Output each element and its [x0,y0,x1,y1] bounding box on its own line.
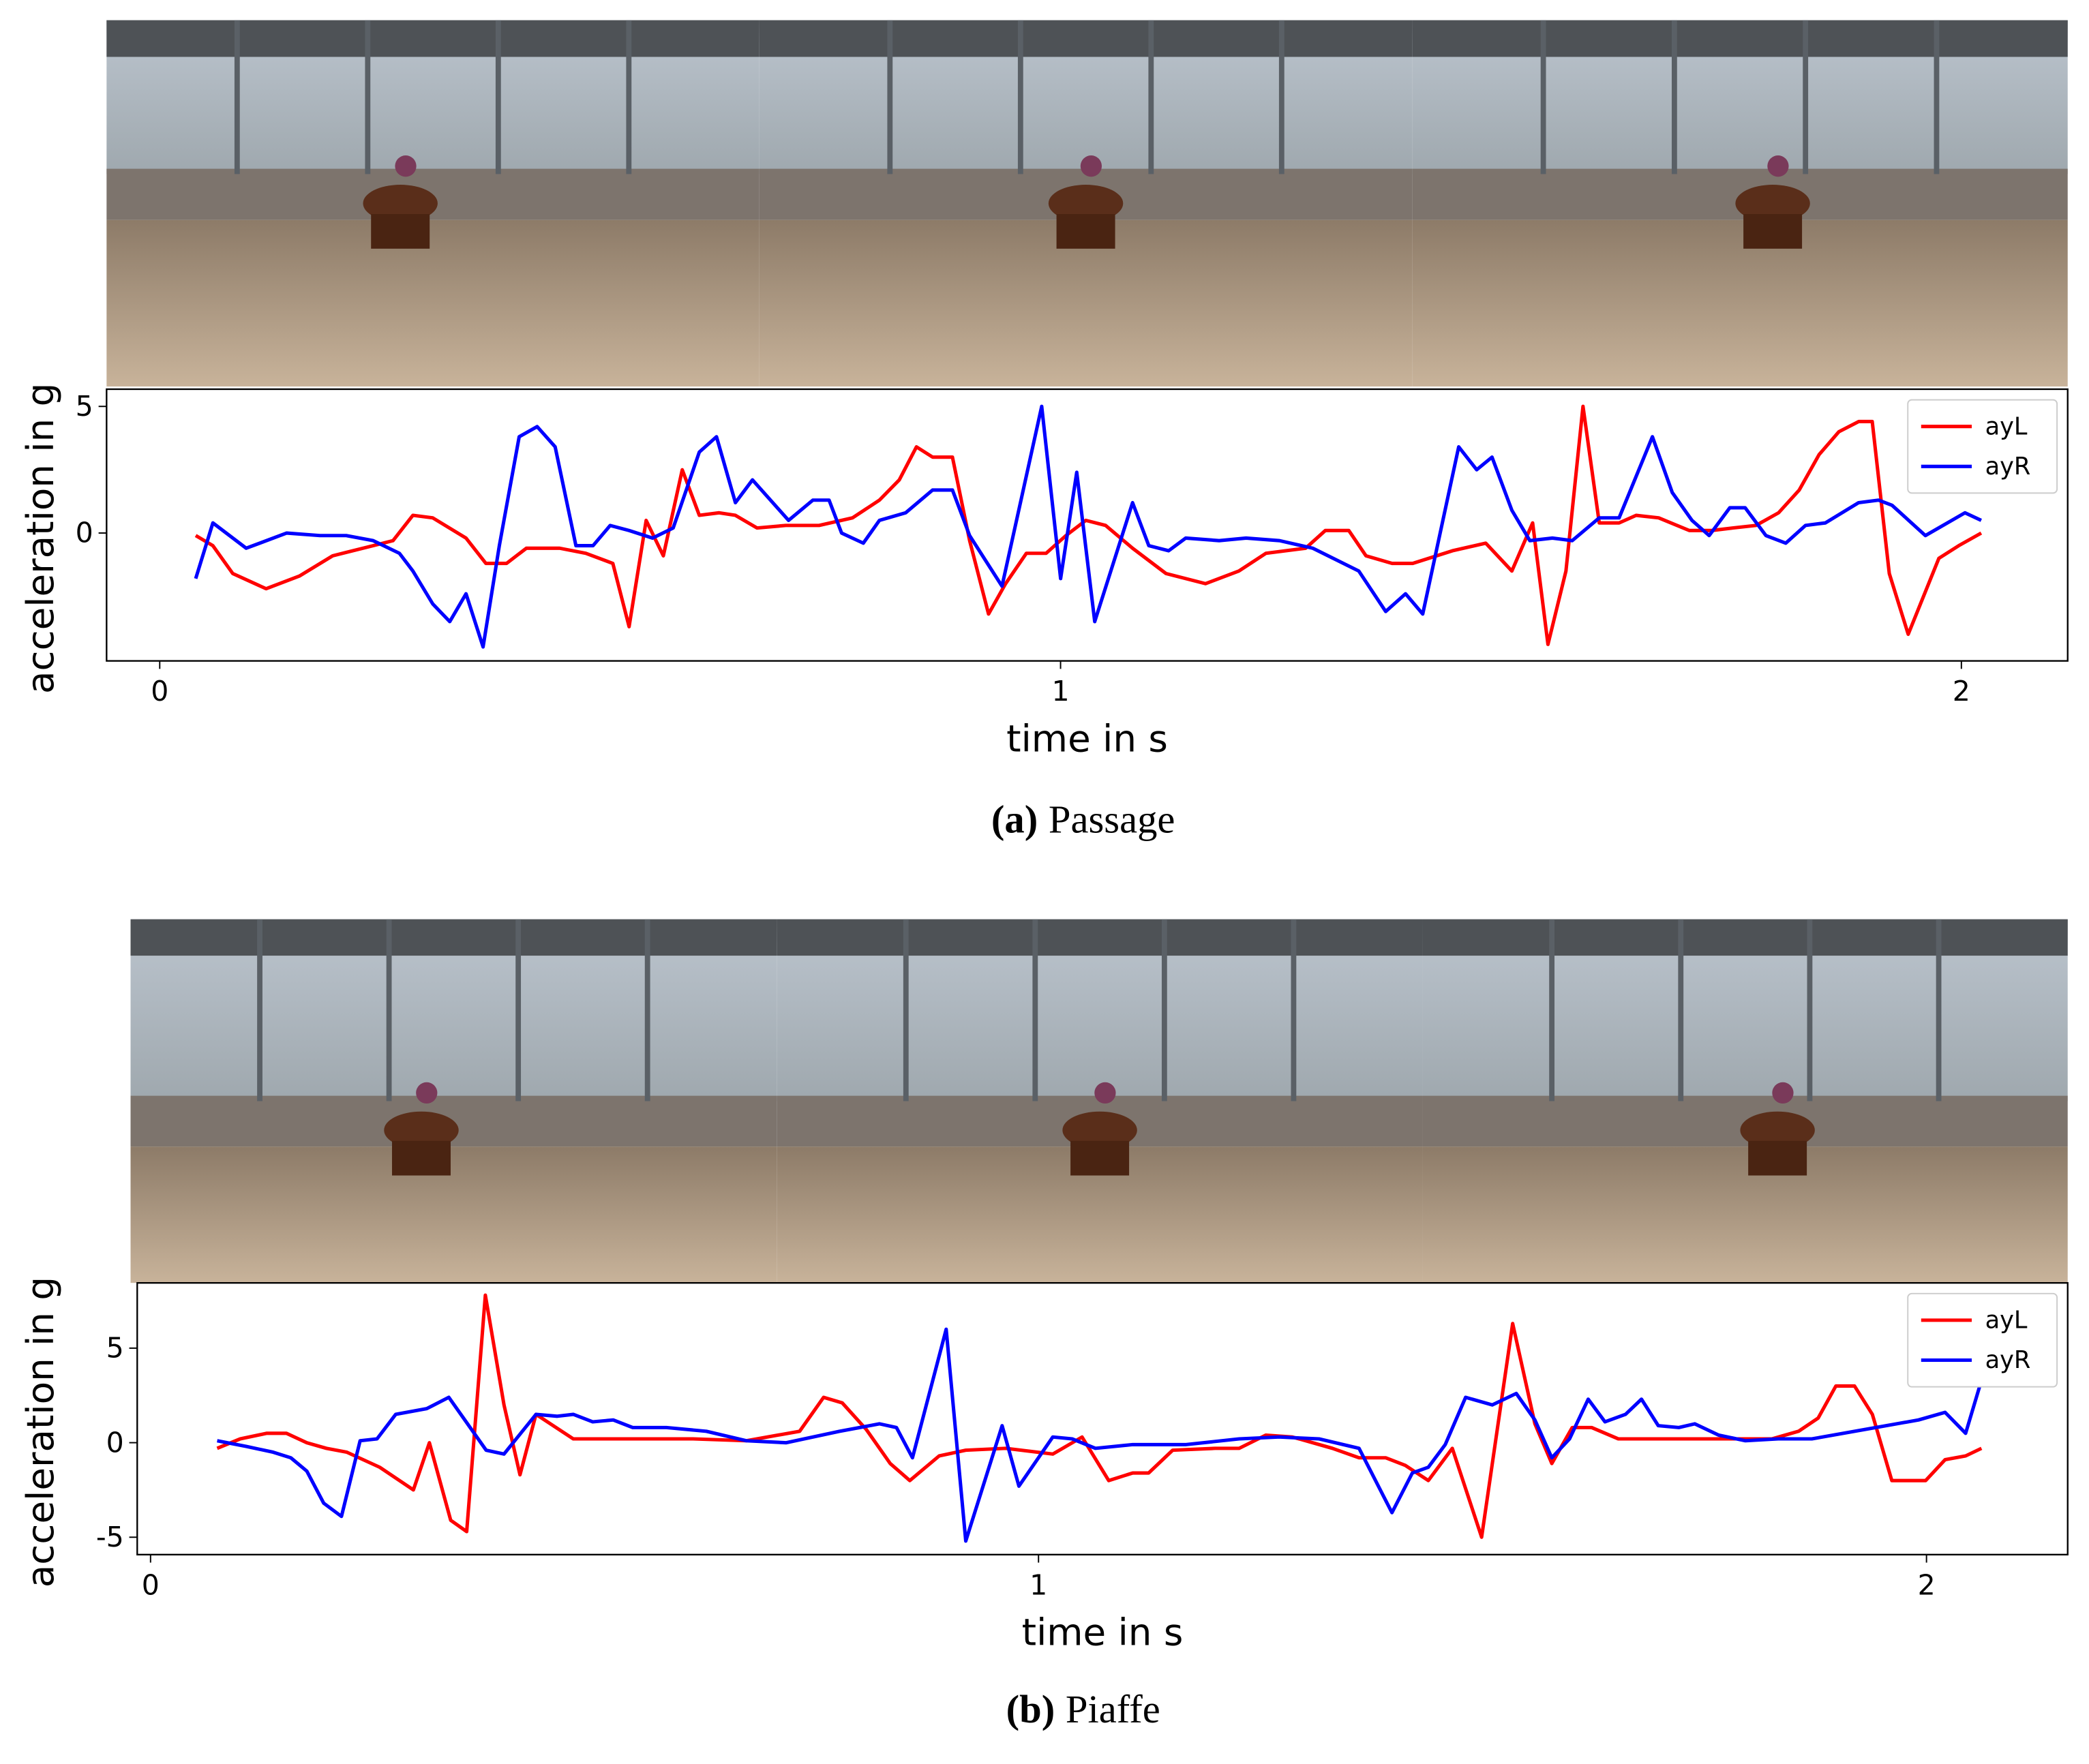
photo-roof [1422,919,2068,956]
x-tick-label: 0 [142,1568,160,1601]
x-axis-label: time in s [1022,1611,1184,1654]
x-tick-label: 1 [1051,675,1069,708]
line-series [194,404,1982,649]
caption-text: Piaffe [1066,1687,1160,1731]
caption: (b) Piaffe [1006,1687,1160,1731]
line-series [217,1327,1983,1543]
photo-rider [1767,155,1789,177]
photo-legs [1743,214,1803,249]
photo-rider [1080,155,1102,177]
photo-rider [416,1082,438,1104]
x-tick-label: 2 [1953,675,1970,708]
legend-box [1907,1292,2058,1388]
caption: (a) Passage [991,797,1175,842]
photo-rider [1772,1082,1794,1104]
legend-label: ayL [1985,412,2028,440]
photo-horse [363,185,438,222]
legend-label: ayR [1985,1346,2031,1374]
x-tick-label: 2 [1918,1568,1936,1601]
y-tick-label: 0 [76,517,93,549]
photo-barrier [1412,168,2068,220]
photo-roof [1412,20,2068,57]
photo-rider [395,155,417,177]
x-axis-label: time in s [1006,717,1168,761]
photo-horse [1062,1111,1137,1149]
photo-rider [1094,1082,1116,1104]
photo-sand [130,1146,777,1283]
photo-horse [1735,185,1810,222]
plot-area [136,1282,2069,1555]
photo-roof [777,919,1423,956]
legend-box [1907,399,2058,494]
photo-sand [1422,1146,2068,1283]
photo-roof [130,919,777,956]
y-axis-label: acceleration in g [18,1277,62,1587]
legend-label: ayR [1985,453,2031,481]
x-tick-label: 1 [1030,1568,1047,1601]
legend-label: ayL [1985,1307,2028,1335]
photo-legs [1070,1140,1130,1176]
caption-label: (b) [1006,1687,1055,1731]
caption-label: (a) [991,797,1038,842]
y-tick-label: 0 [106,1426,124,1459]
y-tick-label: 5 [106,1332,124,1365]
y-axis-label: acceleration in g [18,383,62,694]
photo-horse [1740,1111,1815,1149]
caption-text: Passage [1049,797,1175,842]
photo-legs [391,1140,451,1176]
photo-horse [1048,185,1124,222]
photo-sand [106,219,760,387]
x-tick-label: 0 [151,675,168,708]
y-tick-label: 5 [76,390,93,423]
plot-area [106,388,2069,662]
photo-roof [759,20,1413,57]
photo-legs [1056,214,1115,249]
photo-sand [1412,219,2068,387]
photo-legs [371,214,430,249]
photo-legs [1748,1140,1807,1176]
y-tick-label: -5 [96,1521,124,1553]
photo-horse [384,1111,459,1149]
photo-roof [106,20,760,57]
